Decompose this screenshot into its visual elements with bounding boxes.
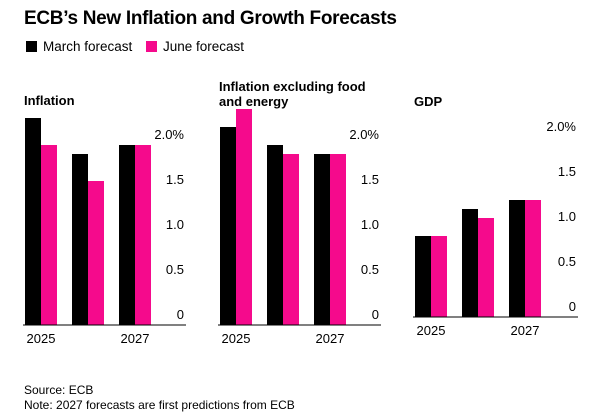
bar [236,109,252,325]
legend-item: March forecast [26,39,132,54]
y-tick-label: 2.0% [349,127,379,142]
legend-label: March forecast [43,39,133,54]
bar [314,154,330,325]
y-tick-label: 0.5 [361,262,379,277]
panel-title: Inflation excluding food and energy [219,79,366,109]
y-tick-label: 0 [569,299,576,314]
y-tick-label: 0 [372,307,379,322]
bar [283,154,299,325]
y-tick-label: 1.5 [558,164,576,179]
x-tick-label: 2025 [27,331,56,346]
x-tick-label: 2027 [121,331,150,346]
bar [525,200,541,317]
bar [330,154,346,325]
panel-title: GDP [414,94,443,109]
bar [267,145,283,325]
y-tick-label: 2.0% [154,127,184,142]
legend-label: June forecast [163,39,245,54]
chart-title: ECB’s New Inflation and Growth Forecasts [24,8,397,29]
bar [415,236,431,317]
panel-title: Inflation [24,93,75,108]
bar [41,145,57,325]
bar [478,218,494,317]
y-tick-label: 1.0 [558,209,576,224]
x-tick-label: 2027 [511,323,540,338]
legend-item: June forecast [146,39,244,54]
y-tick-label: 1.0 [361,217,379,232]
bar [462,209,478,317]
bar [220,127,236,325]
y-tick-label: 2.0% [546,119,576,134]
y-tick-label: 0 [177,307,184,322]
y-tick-label: 0.5 [558,254,576,269]
bar [25,118,41,325]
legend-swatch [26,41,37,52]
bar [119,145,135,325]
y-tick-label: 1.5 [166,172,184,187]
bar [431,236,447,317]
y-tick-label: 1.5 [361,172,379,187]
bar [72,154,88,325]
x-tick-label: 2027 [316,331,345,346]
bar [88,181,104,325]
bar [135,145,151,325]
bar [509,200,525,317]
note: Note: 2027 forecasts are first predictio… [24,398,295,412]
source: Source: ECB [24,383,94,397]
legend-swatch [146,41,157,52]
y-tick-label: 1.0 [166,217,184,232]
x-tick-label: 2025 [417,323,446,338]
x-tick-label: 2025 [222,331,251,346]
y-tick-label: 0.5 [166,262,184,277]
